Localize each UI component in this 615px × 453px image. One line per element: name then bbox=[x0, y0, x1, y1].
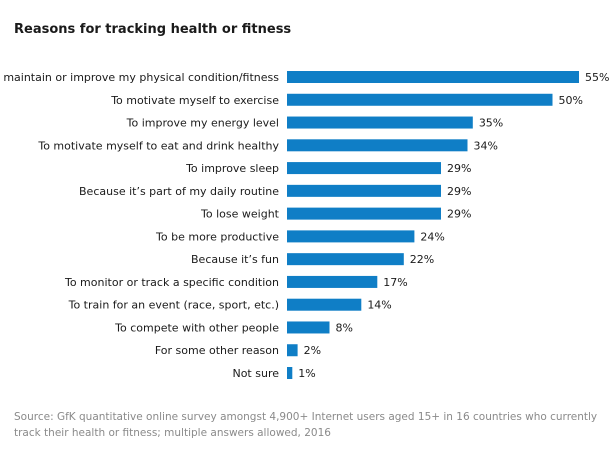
data-label: 29% bbox=[447, 162, 471, 175]
data-label: 22% bbox=[410, 253, 434, 266]
bar bbox=[287, 93, 553, 106]
bar bbox=[287, 344, 298, 357]
bar bbox=[287, 116, 473, 129]
category-label: To lose weight bbox=[200, 208, 280, 221]
bar bbox=[287, 230, 415, 243]
data-label: 29% bbox=[447, 185, 471, 198]
category-label: To improve my energy level bbox=[126, 117, 279, 130]
data-label: 1% bbox=[298, 367, 315, 380]
category-label: To monitor or track a specific condition bbox=[64, 276, 279, 289]
bar-chart: To maintain or improve my physical condi… bbox=[0, 71, 609, 380]
data-label: 17% bbox=[383, 276, 407, 289]
data-label: 35% bbox=[479, 117, 503, 130]
data-label: 14% bbox=[367, 299, 391, 312]
category-label: Because it’s part of my daily routine bbox=[79, 185, 279, 198]
bar bbox=[287, 321, 330, 334]
category-label: For some other reason bbox=[155, 344, 279, 357]
source-note: Source: GfK quantitative online survey a… bbox=[14, 411, 598, 439]
bar bbox=[287, 367, 293, 380]
bar bbox=[287, 298, 362, 311]
data-label: 50% bbox=[558, 94, 582, 107]
bar bbox=[287, 275, 378, 288]
category-label: Because it’s fun bbox=[191, 253, 279, 266]
bar bbox=[287, 207, 441, 220]
category-label: To compete with other people bbox=[114, 321, 279, 334]
category-label: Not sure bbox=[232, 367, 279, 380]
data-label: 24% bbox=[420, 230, 444, 243]
bar bbox=[287, 184, 441, 197]
data-label: 29% bbox=[447, 208, 471, 221]
data-label: 8% bbox=[335, 321, 352, 334]
bar bbox=[287, 162, 441, 175]
data-label: 34% bbox=[474, 139, 498, 152]
category-label: To be more productive bbox=[155, 230, 279, 243]
category-label: To motivate myself to eat and drink heal… bbox=[37, 139, 279, 152]
category-label: To motivate myself to exercise bbox=[110, 94, 279, 107]
bar bbox=[287, 139, 468, 152]
category-label: To maintain or improve my physical condi… bbox=[0, 71, 279, 84]
data-label: 2% bbox=[304, 344, 321, 357]
category-label: To improve sleep bbox=[185, 162, 279, 175]
chart-title: Reasons for tracking health or fitness bbox=[14, 22, 292, 37]
data-label: 55% bbox=[585, 71, 609, 84]
bar bbox=[287, 253, 404, 266]
bar bbox=[287, 71, 579, 83]
category-label: To train for an event (race, sport, etc.… bbox=[68, 299, 279, 312]
